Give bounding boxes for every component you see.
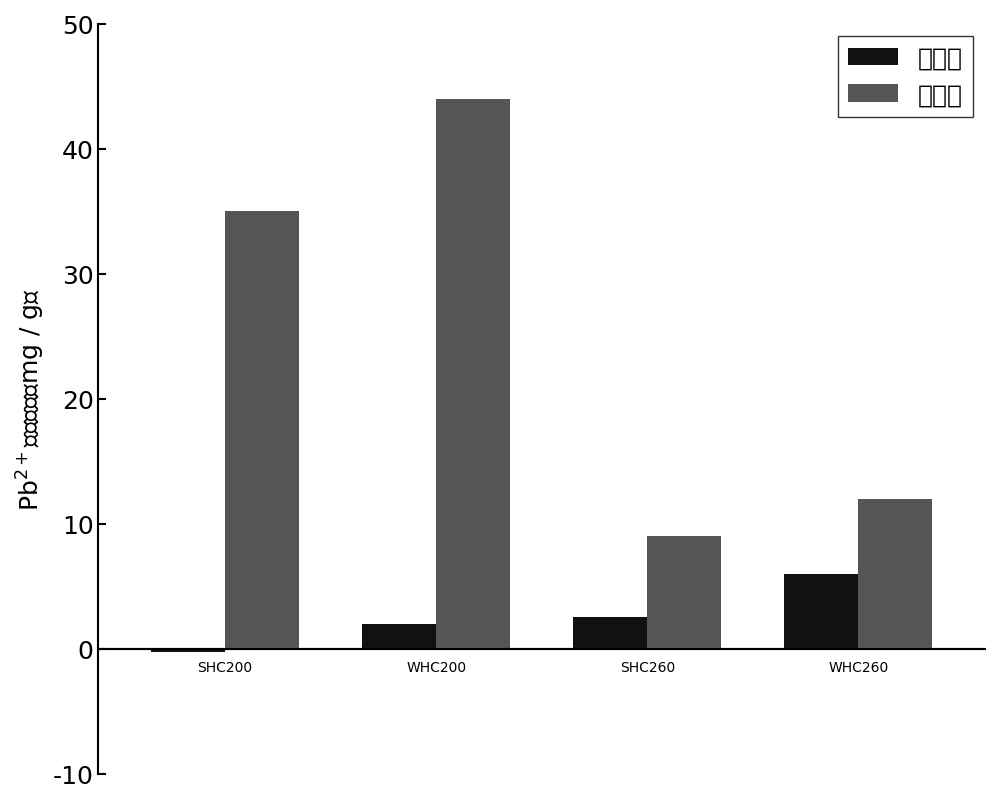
Bar [225, 212, 299, 649]
Bar [573, 618, 647, 649]
Bar [436, 100, 510, 649]
Y-axis label: Pb$^{2+}$吸附能力（mg / g）: Pb$^{2+}$吸附能力（mg / g） [15, 288, 47, 510]
Bar [784, 574, 858, 649]
Legend: 改良前, 改良后: 改良前, 改良后 [838, 37, 972, 117]
Bar [151, 649, 225, 652]
Bar [362, 624, 436, 649]
Bar [647, 536, 721, 649]
Bar [858, 499, 932, 649]
